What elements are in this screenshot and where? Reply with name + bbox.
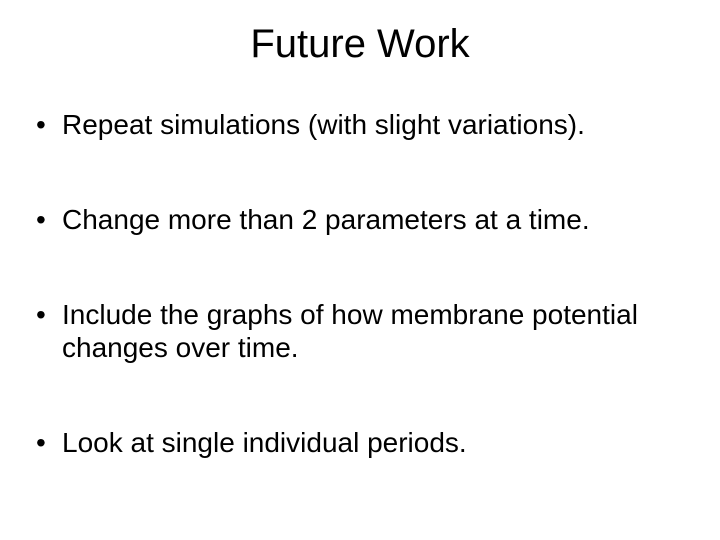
bullet-item: Look at single individual periods. <box>32 426 688 459</box>
slide-title: Future Work <box>0 0 720 67</box>
slide-body: Repeat simulations (with slight variatio… <box>32 108 688 459</box>
slide: Future Work Repeat simulations (with sli… <box>0 0 720 540</box>
bullet-item: Repeat simulations (with slight variatio… <box>32 108 688 141</box>
bullet-list: Repeat simulations (with slight variatio… <box>32 108 688 459</box>
bullet-item: Include the graphs of how membrane poten… <box>32 298 688 364</box>
bullet-item: Change more than 2 parameters at a time. <box>32 203 688 236</box>
